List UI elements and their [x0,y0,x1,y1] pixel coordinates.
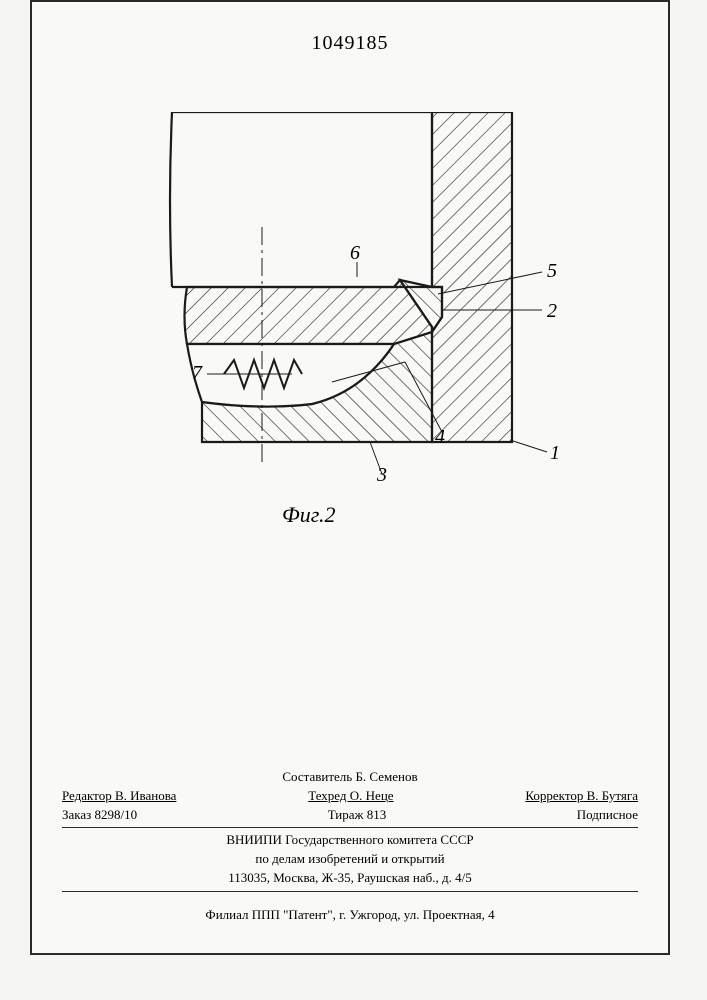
callout-7: 7 [192,362,202,385]
corrector: Корректор В. Бутяга [525,787,638,806]
org-line-1: ВНИИПИ Государственного комитета СССР [62,831,638,850]
figure-caption: Фиг.2 [282,502,336,528]
org-line-2: по делам изобретений и открытий [62,850,638,869]
figure-svg [132,112,592,492]
figure-2: 5 2 1 4 3 6 7 [132,112,592,492]
callout-5: 5 [547,260,557,283]
tirazh: Тираж 813 [328,806,387,825]
editor: Редактор В. Иванова [62,787,176,806]
org-address: 113035, Москва, Ж-35, Раушская наб., д. … [62,869,638,888]
imprint-block: Составитель Б. Семенов Редактор В. Ивано… [62,768,638,895]
callout-1: 1 [550,442,560,465]
filial-line: Филиал ППП "Патент", г. Ужгород, ул. Про… [62,907,638,923]
subscr: Подписное [577,806,638,825]
callout-3: 3 [377,464,387,487]
callout-4: 4 [435,426,445,449]
order-number: Заказ 8298/10 [62,806,137,825]
callout-2: 2 [547,300,557,323]
document-number: 1049185 [312,32,389,55]
callout-6: 6 [350,242,360,265]
page-frame: 1049185 [30,0,670,955]
techred: Техред О. Неце [308,787,393,806]
compiler-line: Составитель Б. Семенов [62,768,638,787]
